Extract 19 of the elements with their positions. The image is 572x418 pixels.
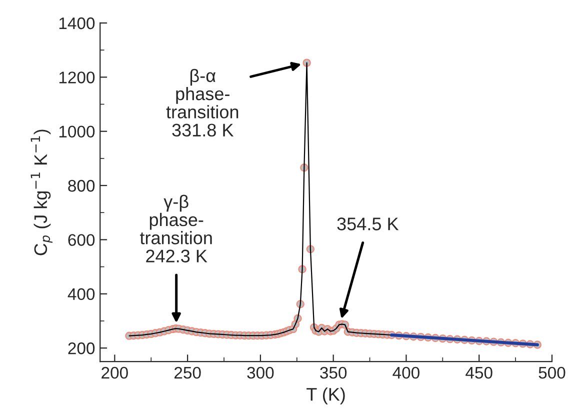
x-tick-label: 300 <box>247 366 274 379</box>
y-tick-label: 600 <box>68 234 95 246</box>
y-tick-label: 1000 <box>59 126 95 138</box>
x-tick-label: 350 <box>320 366 347 379</box>
y-tick-label: 400 <box>68 288 95 300</box>
x-tick-label: 250 <box>174 366 201 379</box>
annotation: β-α phase- transition 331.8 K <box>166 68 238 137</box>
y-tick-label: 800 <box>68 180 95 192</box>
y-tick-label: 1400 <box>59 17 95 30</box>
y-tick-label: 200 <box>68 342 95 354</box>
x-tick-label: 200 <box>102 366 128 379</box>
x-tick-label: 450 <box>466 366 492 379</box>
x-axis-title: T (K) <box>306 388 345 404</box>
x-tick-label: 500 <box>538 366 566 379</box>
annotation: γ-β phase- transition 242.3 K <box>140 194 212 262</box>
annotation: 354.5 K <box>337 218 399 230</box>
y-tick-label: 1200 <box>59 72 95 84</box>
y-axis-title: C$_{p}$ (J kg$^{−1}$ K$^{−1}$) <box>30 130 52 256</box>
x-tick-label: 400 <box>392 366 420 379</box>
